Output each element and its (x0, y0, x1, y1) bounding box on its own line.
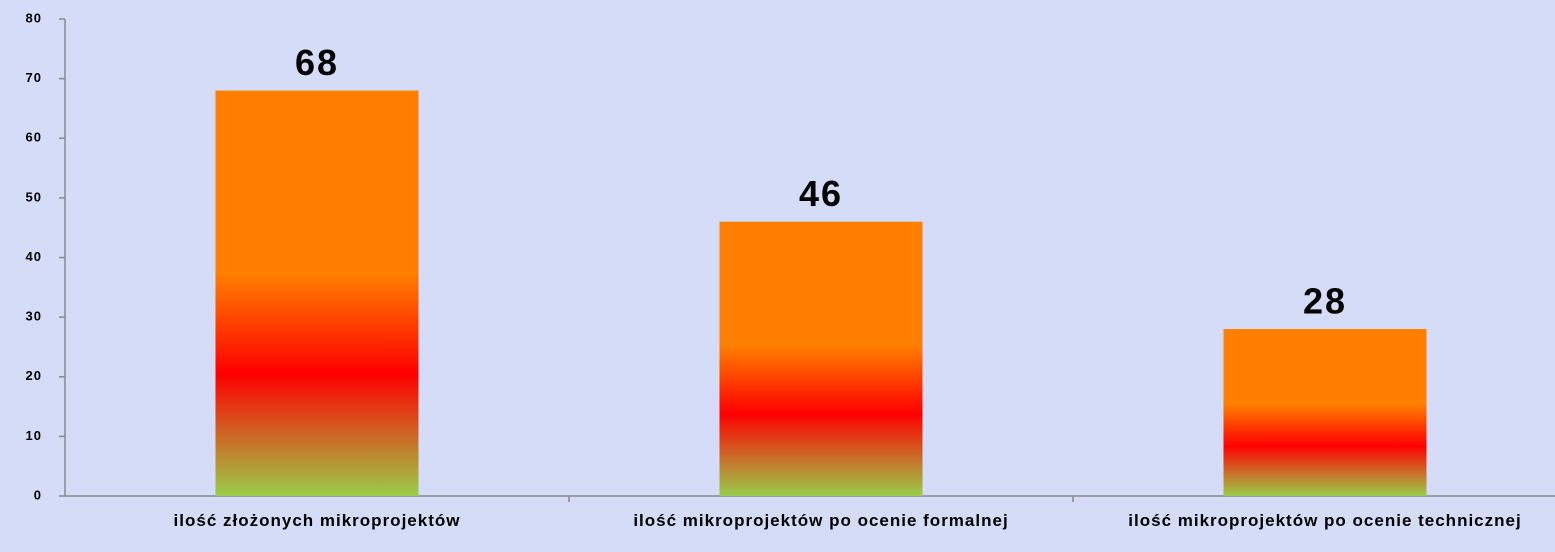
y-tick-label: 40 (26, 249, 42, 264)
data-label: 46 (799, 173, 843, 214)
y-tick-label: 80 (26, 10, 42, 25)
x-tick-label: ilość mikroprojektów po ocenie formalnej (633, 511, 1009, 530)
y-tick-label: 20 (26, 368, 42, 383)
y-tick-label: 10 (26, 428, 42, 443)
bar (719, 221, 923, 496)
x-tick-label: ilość mikroprojektów po ocenie techniczn… (1128, 511, 1522, 530)
data-label: 28 (1303, 281, 1347, 322)
y-tick-label: 50 (26, 189, 42, 204)
data-label: 68 (295, 42, 339, 83)
y-tick-label: 30 (26, 309, 42, 324)
bar (215, 90, 419, 497)
y-tick-label: 70 (26, 70, 42, 85)
bar (1223, 329, 1427, 496)
y-tick-label: 60 (26, 130, 42, 145)
x-tick-label: ilość złożonych mikroprojektów (173, 511, 461, 530)
y-tick-label: 0 (34, 487, 42, 502)
